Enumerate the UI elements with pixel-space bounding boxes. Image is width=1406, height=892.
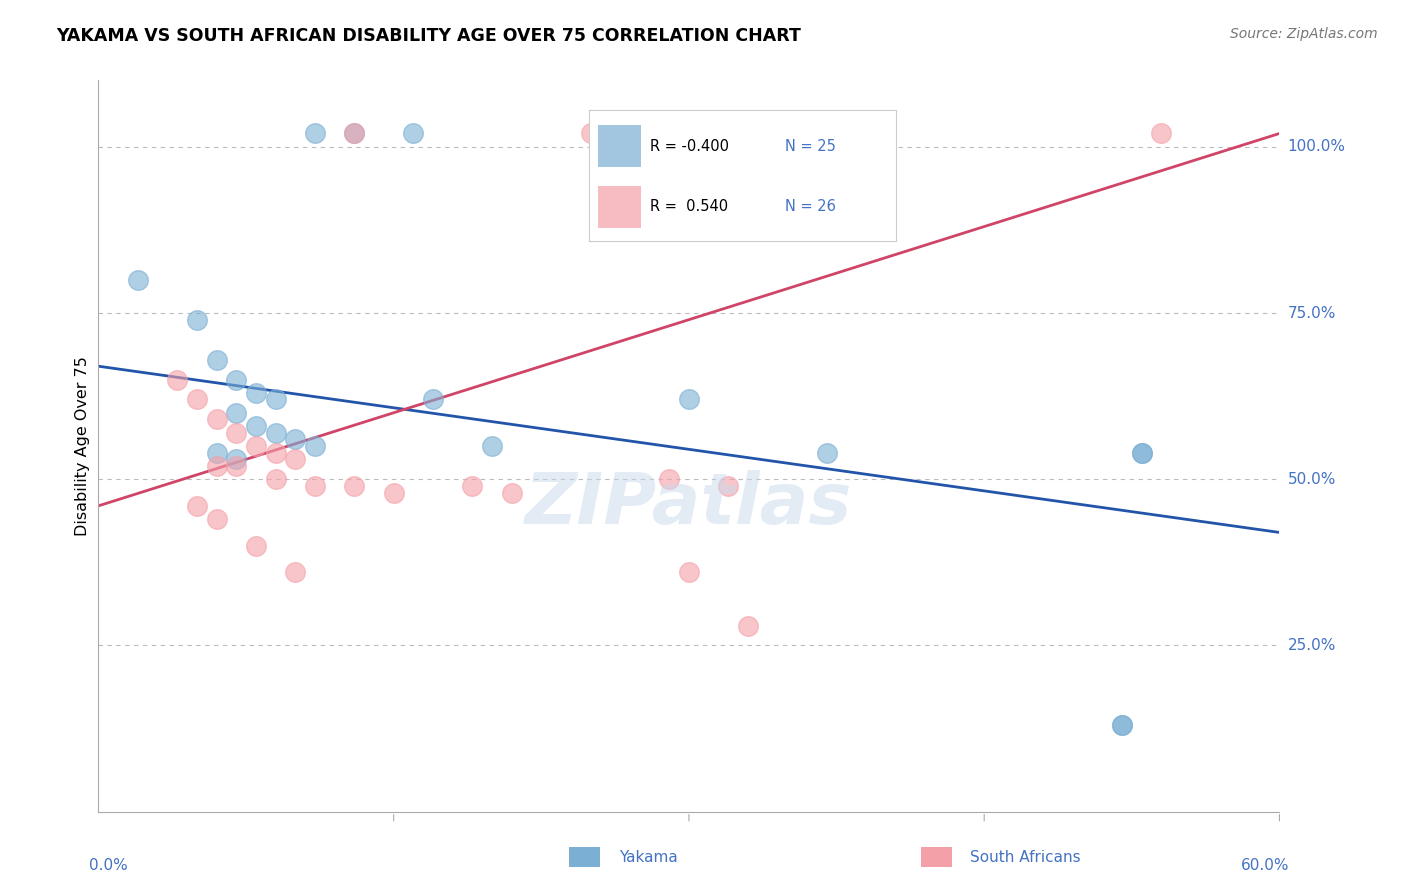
Point	[264, 445, 287, 459]
Point	[205, 445, 228, 459]
Point	[599, 127, 621, 141]
Point	[501, 485, 523, 500]
Point	[481, 439, 503, 453]
Point	[284, 566, 307, 580]
Text: 75.0%: 75.0%	[1288, 306, 1336, 320]
Text: South Africans: South Africans	[970, 850, 1081, 864]
Point	[186, 312, 208, 326]
Text: 0.0%: 0.0%	[89, 858, 128, 873]
Point	[166, 372, 188, 386]
Point	[127, 273, 149, 287]
Point	[382, 485, 405, 500]
Text: 100.0%: 100.0%	[1288, 139, 1346, 154]
Point	[1111, 718, 1133, 732]
Point	[225, 425, 247, 440]
Text: 25.0%: 25.0%	[1288, 638, 1336, 653]
Point	[304, 479, 326, 493]
Point	[225, 458, 247, 473]
Point	[343, 127, 366, 141]
Point	[737, 618, 759, 632]
Point	[461, 479, 484, 493]
Point	[186, 499, 208, 513]
Point	[245, 385, 267, 400]
Text: YAKAMA VS SOUTH AFRICAN DISABILITY AGE OVER 75 CORRELATION CHART: YAKAMA VS SOUTH AFRICAN DISABILITY AGE O…	[56, 27, 801, 45]
Text: ZIPatlas: ZIPatlas	[526, 470, 852, 539]
Point	[658, 472, 681, 486]
Point	[225, 452, 247, 467]
Point	[678, 566, 700, 580]
Text: 60.0%: 60.0%	[1241, 858, 1289, 873]
Point	[1130, 445, 1153, 459]
Point	[304, 127, 326, 141]
Point	[264, 472, 287, 486]
Point	[245, 439, 267, 453]
Point	[205, 352, 228, 367]
Point	[304, 439, 326, 453]
Point	[1130, 445, 1153, 459]
Point	[422, 392, 444, 407]
Point	[717, 479, 740, 493]
Point	[245, 419, 267, 434]
Point	[225, 372, 247, 386]
Point	[1111, 718, 1133, 732]
Text: 50.0%: 50.0%	[1288, 472, 1336, 487]
Text: Yakama: Yakama	[619, 850, 678, 864]
Y-axis label: Disability Age Over 75: Disability Age Over 75	[75, 356, 90, 536]
Point	[1150, 127, 1173, 141]
Text: Source: ZipAtlas.com: Source: ZipAtlas.com	[1230, 27, 1378, 41]
Point	[402, 127, 425, 141]
Point	[245, 539, 267, 553]
Point	[343, 127, 366, 141]
Point	[205, 412, 228, 426]
Point	[205, 512, 228, 526]
Point	[579, 127, 602, 141]
Point	[264, 392, 287, 407]
Point	[264, 425, 287, 440]
Point	[678, 392, 700, 407]
Point	[815, 445, 838, 459]
Point	[186, 392, 208, 407]
Point	[225, 406, 247, 420]
Point	[343, 479, 366, 493]
Point	[205, 458, 228, 473]
Point	[284, 452, 307, 467]
Point	[284, 433, 307, 447]
